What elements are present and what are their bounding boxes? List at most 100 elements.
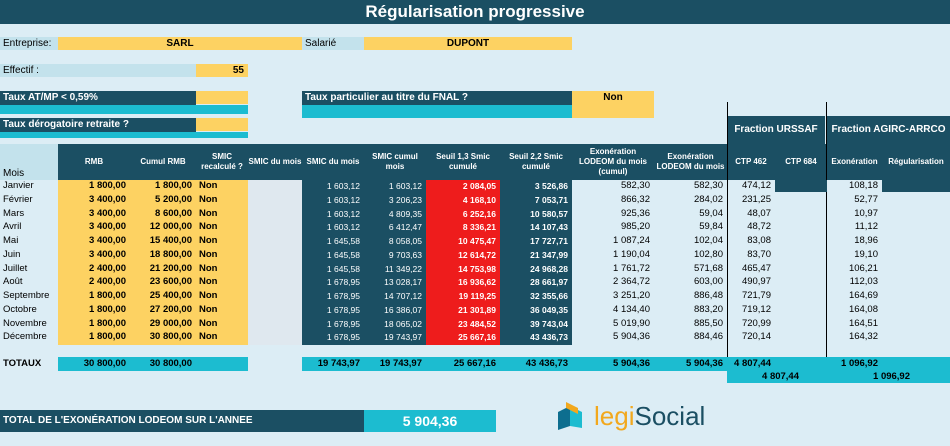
smic-du-mois-header-1: SMIC du mois [248,144,302,180]
regularisation-header: Régularisation [882,144,950,180]
cell-ctp684 [775,221,827,234]
cell-agirc-exo: 10,97 [854,207,878,219]
cell-ctp684 [775,318,827,331]
legisocial-logo-icon [558,402,582,430]
cell-smic: 1 603,12 [326,222,360,233]
total-regul [882,357,950,371]
cell-mois: Novembre [3,317,47,329]
cell-ctp462: 48,07 [747,207,771,219]
cell-smic-cumul: 18 065,02 [384,318,422,329]
cell-smic: 1 645,58 [326,249,360,260]
cell-recalc[interactable]: Non [199,221,218,233]
table-row: Août 2 400,00 23 600,00 Non 1 678,95 13 028,1… [0,276,950,289]
cell-smic-cumul: 16 386,07 [384,304,422,315]
cell-recalc[interactable]: Non [199,276,218,288]
cell-cumul: 12 000,00 [149,221,192,233]
cell-agirc-exo: 19,10 [854,248,878,260]
cell-rmb[interactable]: 2 400,00 [89,262,126,274]
cell-rmb[interactable]: 3 400,00 [89,193,126,205]
cell-cumul: 23 600,00 [149,276,192,288]
legisocial-logo: legiSocial [556,398,736,438]
cell-rmb[interactable]: 1 800,00 [89,290,126,301]
total-smic: 19 743,97 [302,357,364,371]
cell-exo-mois: 284,02 [693,193,723,205]
cell-ctp462: 474,12 [741,180,771,191]
salarie-field[interactable]: DUPONT [364,37,572,50]
total-ctp684 [775,357,827,371]
effectif-field[interactable]: 55 [196,64,248,77]
cell-rmb[interactable]: 3 400,00 [89,235,126,246]
cell-agirc-exo: 164,08 [848,303,878,315]
cell-seuil22: 21 347,99 [530,249,568,260]
cell-recalc[interactable]: Non [199,248,218,260]
cell-cumul: 29 000,00 [149,317,192,329]
taux-fnal-field[interactable]: Non [572,91,654,118]
cell-ctp684 [775,194,827,207]
cell-seuil22: 32 355,66 [530,291,568,301]
cell-rmb[interactable]: 1 800,00 [89,303,126,315]
cell-seuil22: 10 580,57 [530,208,568,219]
cell-seuil22: 14 107,43 [530,222,568,233]
cell-seuil13: 23 484,52 [458,318,496,329]
cell-seuil13: 19 119,25 [458,291,496,301]
cell-recalc[interactable]: Non [199,290,218,301]
cell-rmb[interactable]: 1 800,00 [89,180,126,191]
regul-first-cell [882,180,950,192]
cell-mois: Mai [3,235,19,246]
cell-ctp462: 720,14 [741,331,771,343]
cell-recalc[interactable]: Non [199,331,218,343]
cell-recalc[interactable]: Non [199,262,218,274]
cell-exo-cumul: 582,30 [620,180,650,191]
cell-recalc[interactable]: Non [199,193,218,205]
cell-agirc-exo: 18,96 [854,235,878,246]
cell-ctp462: 465,47 [741,262,771,274]
cell-mois: Décembre [3,331,47,343]
cell-ctp462: 83,08 [747,235,771,246]
smic-recalc-header: SMIC recalculé ? [196,144,248,180]
cell-smic: 1 603,12 [326,208,360,219]
cell-ctp684 [775,235,827,248]
cell-smic-cumul: 3 206,23 [388,194,422,205]
cell-recalc[interactable]: Non [199,303,218,315]
cell-exo-cumul: 1 761,72 [613,262,650,274]
cell-recalc[interactable]: Non [199,235,218,246]
taux-derog-field[interactable] [196,118,248,131]
agirc-divider [826,102,827,382]
cell-exo-cumul: 5 019,90 [613,317,650,329]
cell-exo-mois: 886,48 [693,290,723,301]
cell-rmb[interactable]: 3 400,00 [89,207,126,219]
cell-smic: 1 678,95 [326,277,360,288]
cumul-rmb-header: Cumul RMB [130,144,196,180]
cell-regul [882,290,950,303]
cell-rmb[interactable]: 1 800,00 [89,317,126,329]
seuil13-header: Seuil 1,3 Smic cumulé [426,144,500,180]
total-agirc: 1 096,92 [827,357,882,371]
table-row: Septembre 1 800,00 25 400,00 Non 1 678,95 14 … [0,290,950,303]
cell-rmb[interactable]: 3 400,00 [89,221,126,233]
seuil22-column-bg [500,180,572,345]
cell-exo-cumul: 3 251,20 [613,290,650,301]
cell-seuil13: 4 168,10 [462,194,496,205]
cell-smic-cumul: 19 743,97 [384,332,422,343]
cell-cumul: 18 800,00 [149,248,192,260]
cell-recalc[interactable]: Non [199,207,218,219]
entreprise-label: Entreprise: [0,37,58,50]
cell-ctp462: 719,12 [741,303,771,315]
cell-rmb[interactable]: 1 800,00 [89,331,126,343]
cell-regul [882,208,950,221]
cell-seuil22: 7 053,71 [534,194,568,205]
cell-recalc[interactable]: Non [199,180,218,191]
cell-mois: Mars [3,207,25,219]
entreprise-field[interactable]: SARL [58,37,302,50]
cell-agirc-exo: 164,32 [848,331,878,343]
cell-rmb[interactable]: 2 400,00 [89,276,126,288]
smic-cumul-header: SMIC cumul mois [364,144,426,180]
cell-recalc[interactable]: Non [199,317,218,329]
taux-atmp-field[interactable] [196,91,248,104]
cell-regul [882,249,950,262]
total-exo-mois: 5 904,36 [654,357,727,371]
cell-exo-mois: 884,46 [693,331,723,343]
mois-header-cell: Mois [0,144,58,180]
cell-rmb[interactable]: 3 400,00 [89,248,126,260]
cell-mois: Avril [3,221,22,233]
